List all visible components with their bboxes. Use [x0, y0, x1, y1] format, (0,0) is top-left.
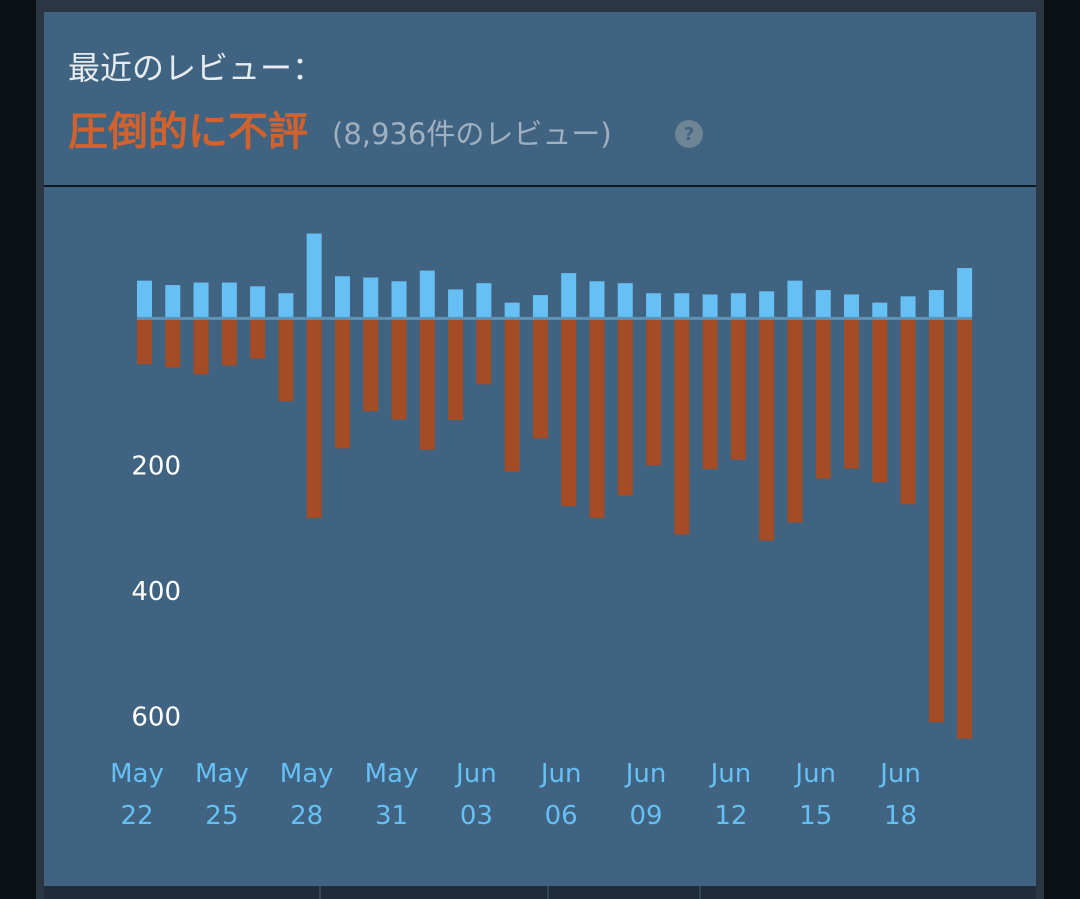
bar [363, 277, 379, 319]
bar [957, 268, 973, 319]
bar [137, 318, 152, 365]
bar [646, 318, 662, 466]
bar [674, 293, 690, 319]
bar [391, 281, 407, 319]
x-tick-label: May 22 [110, 759, 164, 831]
bottom-strip [44, 886, 1036, 899]
bar [221, 282, 237, 319]
bar [363, 318, 379, 412]
bar [815, 290, 831, 319]
bar [419, 318, 435, 450]
help-icon-text[interactable]: ? [684, 124, 694, 145]
bar [250, 286, 266, 319]
chart: 0200400600May22May25May28May31Jun03Jun06… [110, 233, 973, 831]
bar [334, 276, 350, 319]
bar [476, 283, 492, 319]
bar [872, 318, 888, 483]
y-tick-label: 200 [131, 451, 181, 481]
review-count: (8,936件のレビュー) [332, 117, 612, 151]
x-tick-label: May 28 [280, 759, 334, 831]
bar [815, 318, 831, 479]
bar [278, 318, 294, 402]
x-tick-label: Jun 09 [624, 759, 667, 831]
bar [504, 318, 520, 472]
bar [193, 282, 209, 319]
x-tick-label: Jun 03 [454, 759, 497, 831]
review-panel [44, 12, 1036, 886]
bar [702, 318, 718, 470]
bar [730, 293, 746, 319]
x-tick-label: May 31 [365, 759, 419, 831]
bar [532, 295, 548, 319]
y-tick-label: 600 [131, 703, 181, 733]
bar [844, 318, 859, 469]
x-tick-label: May 25 [195, 759, 249, 831]
help-icon[interactable] [675, 120, 703, 148]
bar [844, 294, 859, 319]
bar [561, 273, 577, 319]
review-label: 最近のレビュー： [68, 49, 324, 87]
x-tick-label: Jun 12 [709, 759, 752, 831]
x-tick-label: Jun 18 [878, 759, 921, 831]
bar [306, 318, 322, 519]
review-rating: 圧倒的に不評 [68, 109, 308, 155]
bar [278, 293, 294, 319]
bar [476, 318, 492, 385]
bar [759, 291, 775, 319]
bar [250, 318, 266, 359]
bar [759, 318, 775, 541]
x-tick-label: Jun 15 [793, 759, 836, 831]
bar [193, 318, 209, 375]
bar [334, 318, 350, 449]
bar [532, 318, 548, 439]
bar [957, 318, 973, 739]
bar [674, 318, 690, 535]
bar [702, 294, 718, 319]
bar [306, 233, 322, 319]
bar [137, 280, 152, 319]
bar [165, 285, 181, 319]
bar [165, 318, 181, 368]
x-tick-label: Jun 06 [539, 759, 582, 831]
bar [419, 270, 435, 319]
bar [872, 302, 888, 319]
bar [617, 318, 633, 496]
bar [928, 318, 944, 723]
bar [448, 318, 464, 421]
bar [900, 296, 916, 319]
bar [730, 318, 746, 460]
bar [646, 293, 662, 319]
bar [589, 318, 605, 519]
bar [448, 289, 464, 319]
bar [787, 280, 803, 319]
bar [787, 318, 803, 523]
bar [391, 318, 407, 420]
y-tick-label: 400 [131, 577, 181, 607]
bar [900, 318, 916, 505]
bar [504, 302, 520, 319]
bar [589, 281, 605, 319]
bar [561, 318, 577, 507]
bar [928, 290, 944, 319]
bar [221, 318, 237, 366]
bar [617, 283, 633, 319]
